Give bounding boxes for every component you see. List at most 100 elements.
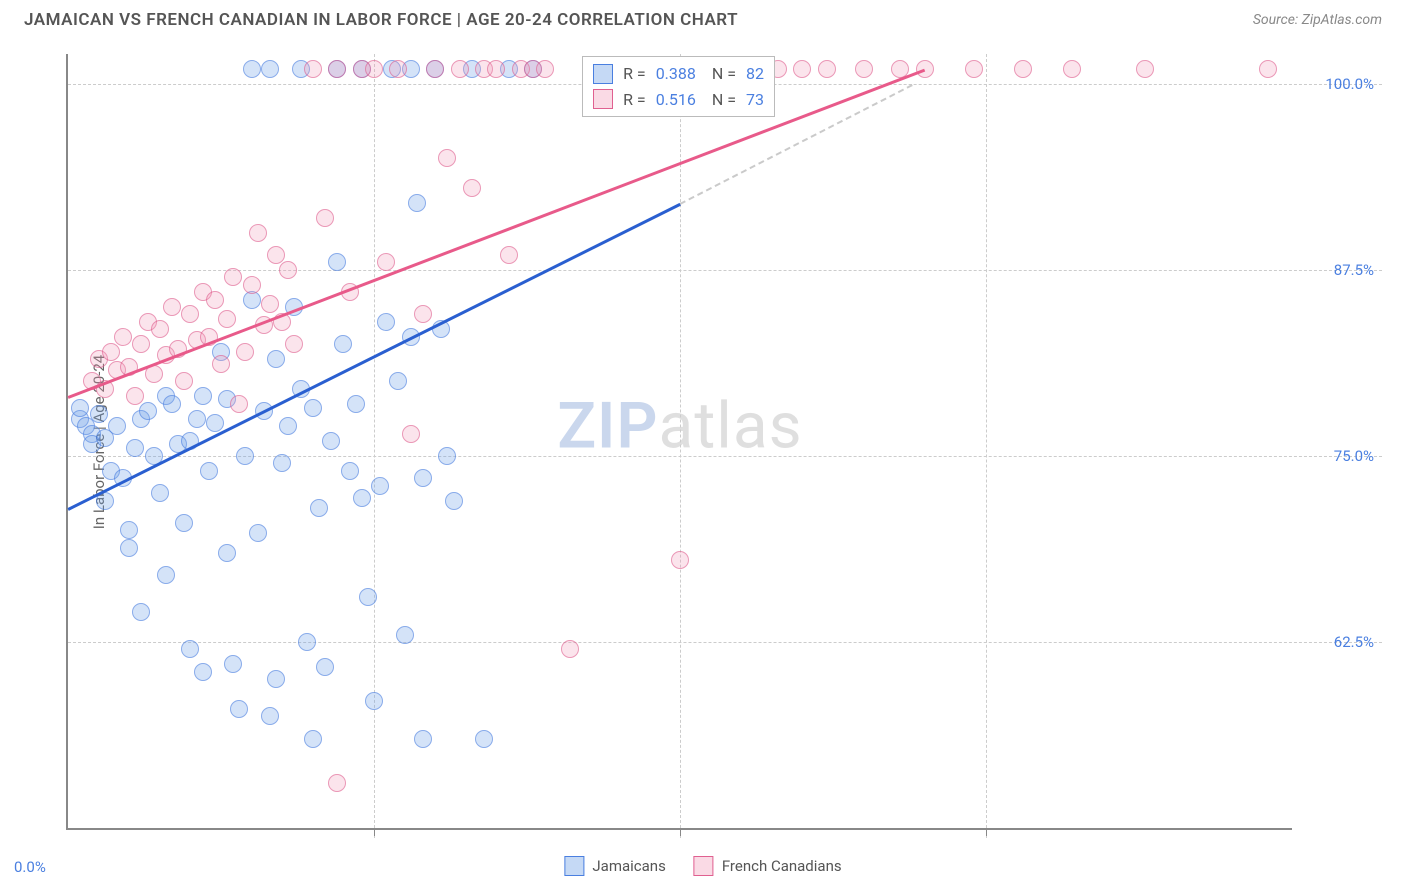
data-point — [322, 432, 340, 450]
gridline-x — [986, 54, 987, 838]
data-point — [249, 224, 267, 242]
data-point — [365, 60, 383, 78]
data-point — [463, 179, 481, 197]
data-point — [561, 640, 579, 658]
swatch-pink-icon — [694, 856, 714, 876]
data-point — [163, 395, 181, 413]
data-point — [793, 60, 811, 78]
data-point — [353, 489, 371, 507]
trend-line — [68, 69, 926, 399]
x-tick-left: 0.0% — [14, 858, 46, 876]
source-label: Source: ZipAtlas.com — [1253, 12, 1382, 28]
data-point — [1259, 60, 1277, 78]
data-point — [126, 387, 144, 405]
stat-n-value: 73 — [746, 87, 764, 113]
stats-row: R =0.388N =82 — [593, 61, 764, 87]
data-point — [408, 194, 426, 212]
data-point — [218, 544, 236, 562]
data-point — [1136, 60, 1154, 78]
data-point — [126, 439, 144, 457]
data-point — [487, 60, 505, 78]
data-point — [304, 730, 322, 748]
gridline-y — [68, 270, 1382, 271]
data-point — [414, 469, 432, 487]
data-point — [90, 405, 108, 423]
data-point — [151, 484, 169, 502]
data-point — [389, 60, 407, 78]
data-point — [230, 395, 248, 413]
data-point — [181, 640, 199, 658]
data-point — [285, 335, 303, 353]
data-point — [334, 335, 352, 353]
data-point — [818, 60, 836, 78]
gridline-y — [68, 456, 1382, 457]
legend-label-1: Jamaicans — [592, 857, 665, 875]
data-point — [279, 417, 297, 435]
data-point — [328, 774, 346, 792]
data-point — [224, 268, 242, 286]
data-point — [414, 305, 432, 323]
data-point — [243, 276, 261, 294]
data-point — [438, 447, 456, 465]
data-point — [236, 343, 254, 361]
y-tick-label: 75.0% — [1334, 447, 1374, 465]
legend-item-french-canadians: French Canadians — [694, 856, 842, 876]
data-point — [316, 658, 334, 676]
data-point — [402, 425, 420, 443]
data-point — [855, 60, 873, 78]
data-point — [230, 700, 248, 718]
data-point — [206, 291, 224, 309]
data-point — [438, 149, 456, 167]
data-point — [175, 514, 193, 532]
data-point — [151, 320, 169, 338]
data-point — [1063, 60, 1081, 78]
plot-area: ZIPatlas 62.5%75.0%87.5%100.0%R =0.388N … — [66, 54, 1292, 830]
data-point — [206, 414, 224, 432]
data-point — [273, 454, 291, 472]
stat-r-value: 0.516 — [656, 87, 696, 113]
data-point — [451, 60, 469, 78]
swatch-blue-icon — [564, 856, 584, 876]
gridline-x — [680, 54, 681, 838]
data-point — [304, 399, 322, 417]
data-point — [194, 663, 212, 681]
data-point — [536, 60, 554, 78]
data-point — [102, 343, 120, 361]
y-tick-label: 87.5% — [1334, 261, 1374, 279]
stat-r-label: R = — [623, 87, 646, 113]
data-point — [261, 707, 279, 725]
data-point — [298, 633, 316, 651]
data-point — [304, 60, 322, 78]
gridline-x — [374, 54, 375, 838]
y-tick-label: 62.5% — [1334, 633, 1374, 651]
data-point — [359, 588, 377, 606]
data-point — [267, 246, 285, 264]
data-point — [316, 209, 334, 227]
x-tick-mark — [374, 828, 375, 836]
data-point — [108, 417, 126, 435]
stats-swatch-icon — [593, 64, 613, 84]
data-point — [377, 313, 395, 331]
data-point — [310, 499, 328, 517]
stat-n-value: 82 — [746, 61, 764, 87]
data-point — [261, 295, 279, 313]
data-point — [965, 60, 983, 78]
data-point — [365, 692, 383, 710]
data-point — [200, 462, 218, 480]
data-point — [181, 305, 199, 323]
data-point — [175, 372, 193, 390]
data-point — [371, 477, 389, 495]
data-point — [120, 539, 138, 557]
data-point — [71, 399, 89, 417]
data-point — [236, 447, 254, 465]
data-point — [261, 60, 279, 78]
stat-r-label: R = — [623, 61, 646, 87]
data-point — [377, 253, 395, 271]
data-point — [194, 387, 212, 405]
data-point — [120, 521, 138, 539]
data-point — [212, 355, 230, 373]
x-tick-mark — [680, 828, 681, 836]
stat-n-label: N = — [712, 87, 736, 113]
stat-n-label: N = — [712, 61, 736, 87]
data-point — [114, 328, 132, 346]
